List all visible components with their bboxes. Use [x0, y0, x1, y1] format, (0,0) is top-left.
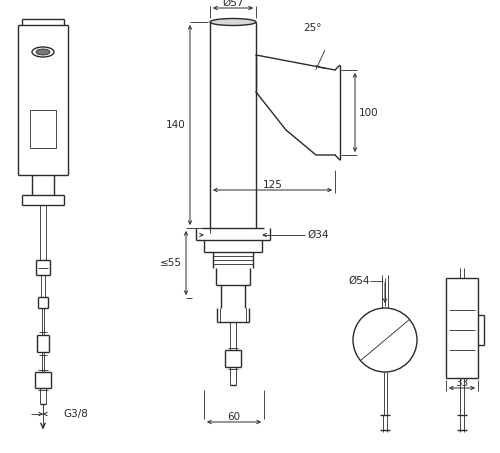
Text: 140: 140 — [166, 120, 186, 130]
Text: Ø57: Ø57 — [222, 0, 244, 8]
Text: 33: 33 — [456, 378, 468, 388]
Text: ≤55: ≤55 — [160, 258, 182, 268]
Text: G3/8: G3/8 — [63, 409, 88, 419]
Text: 60: 60 — [228, 412, 240, 422]
Text: 125: 125 — [262, 180, 282, 190]
Bar — [30, 110, 56, 148]
Text: 100: 100 — [359, 107, 378, 117]
Ellipse shape — [210, 19, 256, 25]
Text: Ø34: Ø34 — [307, 230, 328, 240]
Text: Ø54: Ø54 — [348, 276, 370, 286]
Text: 25°: 25° — [304, 23, 322, 33]
Ellipse shape — [36, 49, 50, 55]
